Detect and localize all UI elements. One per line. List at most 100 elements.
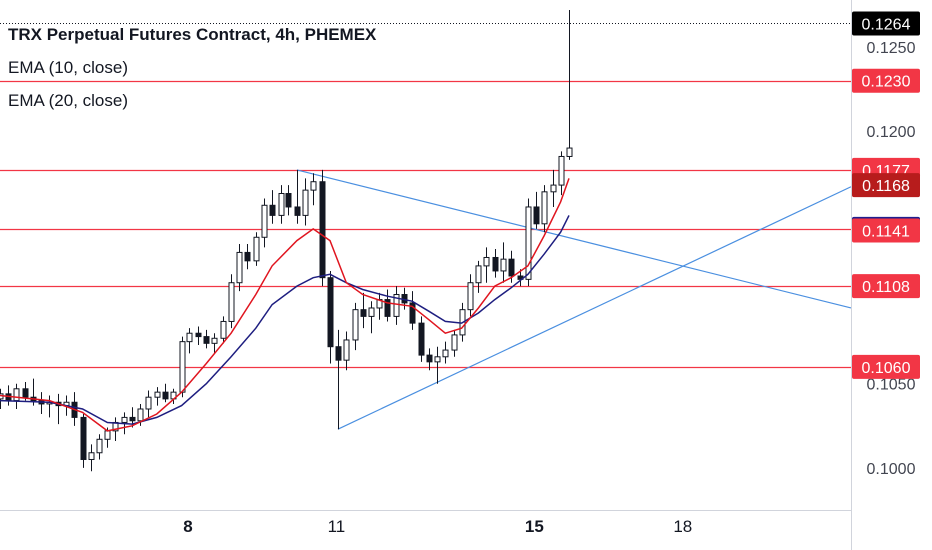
bearish-candle-body — [195, 332, 202, 338]
candle — [475, 260, 482, 293]
candle — [80, 414, 87, 468]
bullish-candle-body — [278, 193, 285, 216]
bullish-candle-body — [352, 309, 359, 341]
bearish-candle-body — [269, 204, 276, 216]
time-tick-label: 8 — [183, 517, 192, 536]
price-badges: 0.12640.12300.11770.11680.11420.11410.11… — [852, 11, 920, 379]
bearish-candle-body — [285, 193, 292, 208]
candle — [376, 292, 383, 320]
bearish-candle-body — [533, 206, 540, 225]
bullish-candle-body — [558, 155, 565, 186]
bullish-candle-body — [220, 320, 227, 339]
candles — [0, 10, 573, 472]
candle — [467, 274, 474, 317]
ema-lines — [0, 178, 570, 432]
bullish-candle-body — [186, 332, 193, 343]
ema-10-legend[interactable]: EMA (10, close) — [8, 58, 128, 77]
trendline — [337, 186, 852, 430]
candle — [451, 329, 458, 357]
bullish-candle-body — [566, 147, 573, 157]
candle — [319, 169, 326, 287]
candle — [46, 395, 53, 418]
candle — [220, 316, 227, 344]
candle — [55, 393, 62, 425]
price-badge-label: 0.1264 — [862, 16, 911, 33]
bearish-candle-body — [409, 302, 416, 324]
bullish-candle-body — [310, 181, 317, 191]
price-badge-background — [852, 274, 920, 299]
bullish-candle-body — [525, 206, 532, 280]
candle — [203, 329, 210, 349]
bearish-candle-body — [80, 416, 87, 460]
bearish-candle-body — [508, 258, 515, 277]
candle — [558, 151, 565, 196]
horizontal-levels — [0, 23, 851, 369]
bullish-candle-body — [145, 396, 152, 410]
symbol-title[interactable]: TRX Perpetual Futures Contract, 4h, PHEM… — [8, 25, 377, 44]
candle — [236, 244, 243, 292]
bullish-candle-body — [541, 191, 548, 225]
price-badge-background — [852, 11, 920, 36]
candle — [211, 333, 218, 354]
trendline — [296, 169, 852, 309]
bullish-candle-body — [13, 388, 20, 402]
bullish-candle-body — [483, 256, 490, 267]
candle — [38, 392, 45, 415]
bullish-candle-body — [302, 189, 309, 216]
candle — [426, 348, 433, 371]
price-badge: 0.1060 — [852, 354, 920, 379]
candle — [566, 10, 573, 160]
candle — [541, 185, 548, 233]
bullish-candle-body — [442, 349, 449, 358]
candle — [145, 390, 152, 418]
bullish-candle-body — [104, 430, 111, 440]
bearish-candle-body — [294, 206, 301, 216]
bullish-candle-body — [228, 282, 235, 322]
candle — [483, 247, 490, 283]
candle — [0, 388, 4, 409]
bullish-candle-body — [475, 265, 482, 284]
candle — [278, 185, 285, 224]
chart-legend: TRX Perpetual Futures Contract, 4h, PHEM… — [8, 18, 376, 117]
candle — [393, 286, 400, 325]
candle — [360, 292, 367, 329]
time-axis[interactable]: 8 11 15 18 — [0, 510, 851, 537]
trendlines — [296, 169, 852, 430]
bearish-candle-body — [418, 322, 425, 356]
ema-20-legend[interactable]: EMA (20, close) — [8, 91, 128, 110]
candle — [434, 346, 441, 384]
candle — [368, 301, 375, 334]
price-badge-background — [852, 173, 920, 198]
candle — [195, 326, 202, 346]
bearish-candle-body — [360, 309, 367, 317]
candle — [409, 291, 416, 330]
price-tick-label: 0.1250 — [867, 40, 916, 57]
candle — [418, 316, 425, 362]
bullish-candle-body — [261, 204, 268, 238]
price-badge-label: 0.1168 — [862, 178, 910, 195]
candle — [384, 289, 391, 322]
candle — [525, 198, 532, 287]
time-tick-label: 15 — [525, 517, 544, 536]
price-tick-label: 0.1050 — [867, 377, 916, 394]
bullish-candle-body — [368, 307, 375, 317]
price-badge: 0.1141 — [852, 218, 920, 243]
candle — [162, 383, 169, 403]
ema-10-line — [0, 178, 570, 432]
candle — [352, 302, 359, 351]
bearish-candle-body — [22, 388, 29, 398]
bullish-candle-body — [88, 452, 95, 460]
price-badge-label: 0.1108 — [862, 279, 910, 296]
bullish-candle-body — [467, 282, 474, 311]
bearish-candle-body — [162, 391, 169, 400]
price-badge-background — [852, 68, 920, 93]
time-tick-label: 11 — [328, 517, 346, 536]
price-badge-label: 0.1230 — [862, 74, 911, 91]
bullish-candle-body — [253, 236, 260, 262]
price-badge-label: 0.1141 — [862, 224, 910, 241]
price-badge: 0.1230 — [852, 68, 920, 93]
bearish-candle-body — [129, 416, 136, 422]
candle — [492, 249, 499, 278]
ema-20-line — [0, 215, 570, 425]
